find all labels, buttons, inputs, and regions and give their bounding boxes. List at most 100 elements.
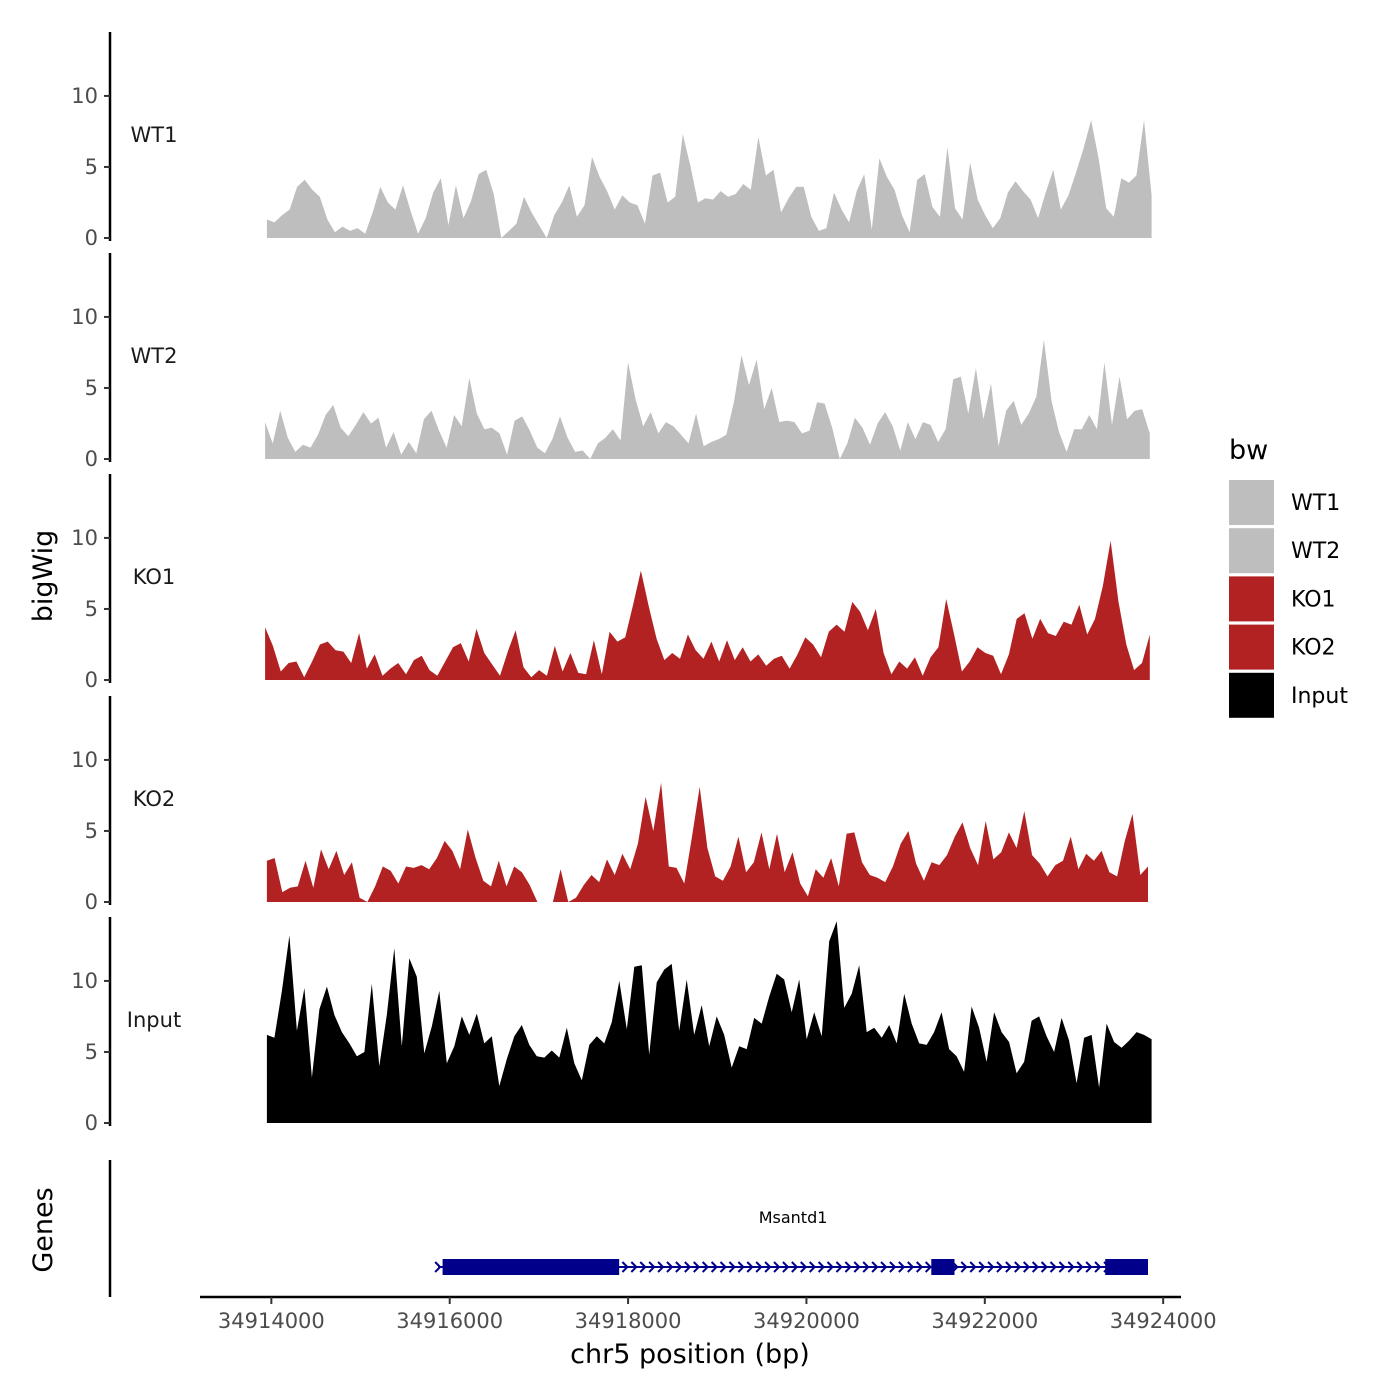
strand-arrow [1023,1261,1031,1273]
legend-item-input: Input [1229,672,1348,718]
strand-arrow [746,1261,754,1273]
strand-arrow [1040,1261,1048,1273]
track-wt1: 0 5 10 WT1 [71,32,1152,250]
y-tick-label: 0 [85,890,98,914]
strand-arrow [755,1261,763,1273]
signal-area-wt2 [265,339,1150,459]
strand-arrow [675,1261,683,1273]
track-ko2: 0 5 10 KO2 [71,696,1148,914]
strand-arrow [782,1261,790,1273]
strand-arrow [648,1261,656,1273]
strand-arrow [773,1261,781,1273]
y-tick-label: 5 [85,819,98,843]
strand-arrow [1076,1261,1084,1273]
strand-arrow [978,1261,986,1273]
x-tick-label: 34924000 [1110,1309,1217,1333]
genes-axis-title: Genes [28,1187,59,1272]
legend-label: KO1 [1291,587,1336,612]
strand-arrow [1049,1261,1057,1273]
strand-arrow [621,1261,629,1273]
gene-name-label: Msantd1 [759,1208,828,1227]
strand-arrow [915,1261,924,1273]
strand-arrow [898,1261,906,1273]
strand-arrow [701,1261,710,1273]
y-tick-label: 5 [85,1040,98,1064]
legend-item-wt1: WT1 [1229,480,1340,525]
y-axis-title: bigWig [28,530,59,623]
x-tick-label: 34920000 [753,1309,860,1333]
legend-swatch [1229,576,1274,622]
strand-arrow [1014,1261,1022,1273]
y-tick-label: 0 [85,1111,98,1135]
y-tick-label: 0 [85,226,98,250]
y-tick-label: 0 [85,668,98,692]
strand-arrow [817,1261,826,1273]
legend-label: WT2 [1291,539,1340,564]
track-label: Input [127,1008,181,1032]
x-tick-label: 34916000 [396,1309,503,1333]
track-input: 0 5 10 Input [71,917,1152,1135]
y-tick-label: 10 [71,748,98,772]
signal-tracks: 0 5 10 WT1 0 5 10 WT2 0 5 10 KO1 0 5 10 KO2 0 5 10 Input [71,32,1152,1135]
legend-title: bw [1229,435,1268,466]
genes-panel: Genes Msantd1 [28,1160,1149,1297]
strand-arrow [728,1261,736,1273]
track-wt2: 0 5 10 WT2 [71,253,1150,471]
legend-swatch [1229,672,1274,718]
y-tick-label: 10 [71,305,98,329]
track-label: WT1 [131,123,178,147]
strand-arrow [1094,1261,1102,1273]
y-tick-label: 5 [85,155,98,179]
legend-label: Input [1291,684,1348,709]
track-ko1: 0 5 10 KO1 [71,474,1150,692]
track-label: KO2 [133,787,176,811]
x-tick-label: 34918000 [575,1309,682,1333]
strand-arrow [960,1261,968,1273]
strand-arrow [996,1261,1004,1273]
x-tick-label: 34922000 [931,1309,1038,1333]
y-tick-label: 5 [85,597,98,621]
signal-area-wt1 [266,120,1152,238]
strand-arrow [880,1261,888,1273]
strand-arrow [1031,1261,1040,1273]
x-axis: 34914000 34916000 34918000 34920000 34922000… [200,1295,1217,1333]
strand-arrow [800,1261,808,1273]
track-label: WT2 [131,344,178,368]
strand-arrow [862,1261,870,1273]
legend-swatch [1229,528,1274,574]
strand-arrow [1085,1261,1093,1273]
y-tick-label: 0 [85,447,98,471]
x-axis-title: chr5 position (bp) [570,1339,810,1370]
strand-arrow [657,1261,665,1273]
signal-area-ko1 [265,540,1150,680]
strand-arrow [719,1261,727,1273]
legend-label: KO2 [1291,636,1336,661]
legend: bw WT1 WT2 KO1 KO2 Input [1229,435,1348,718]
y-tick-label: 10 [71,84,98,108]
strand-arrow [737,1261,745,1273]
legend-item-wt2: WT2 [1229,528,1340,574]
strand-arrow [969,1261,977,1273]
strand-arrow [639,1261,647,1273]
strand-arrow [693,1261,701,1273]
strand-arrow [434,1261,442,1273]
y-tick-label: 5 [85,376,98,400]
legend-item-ko1: KO1 [1229,576,1336,622]
signal-area-input [266,921,1152,1123]
gene-exon [1105,1259,1149,1275]
strand-arrow [844,1261,852,1273]
strand-arrow [684,1261,692,1273]
strand-arrow [987,1261,995,1273]
strand-arrow [835,1261,843,1273]
legend-label: WT1 [1291,491,1340,516]
strand-arrow [1058,1261,1066,1273]
strand-arrow [764,1261,772,1273]
legend-item-ko2: KO2 [1229,624,1336,670]
y-tick-label: 10 [71,969,98,993]
signal-area-ko2 [266,782,1148,902]
strand-arrow [808,1261,817,1273]
y-tick-label: 10 [71,526,98,550]
legend-swatch [1229,480,1274,525]
strand-arrow [791,1261,799,1273]
